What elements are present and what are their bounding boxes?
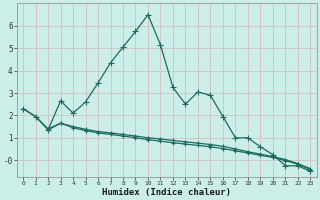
X-axis label: Humidex (Indice chaleur): Humidex (Indice chaleur) <box>102 188 231 197</box>
